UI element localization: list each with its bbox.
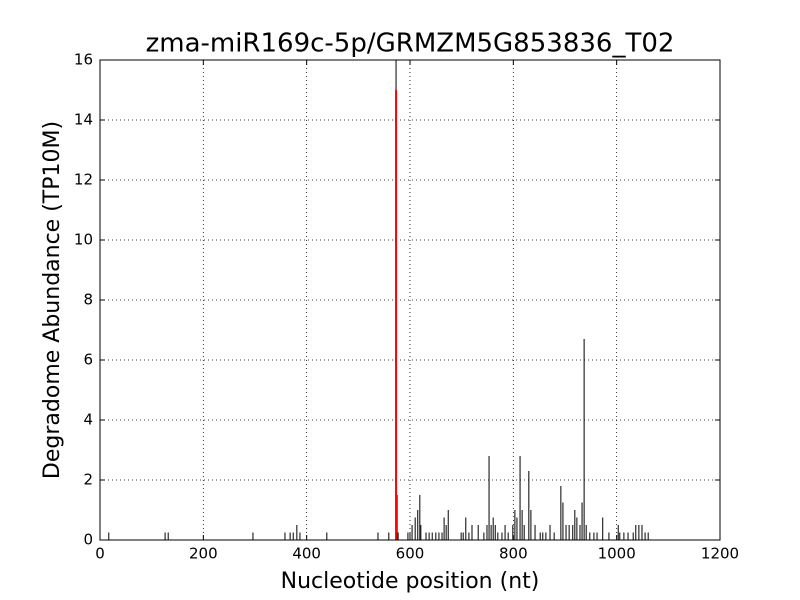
y-tick-label: 0: [83, 531, 93, 549]
x-tick-label: 600: [396, 545, 425, 563]
y-tick-label: 16: [74, 51, 93, 69]
x-tick-label: 0: [95, 545, 105, 563]
x-tick-label: 1200: [701, 545, 739, 563]
y-tick-label: 12: [74, 171, 93, 189]
chart-title: zma-miR169c-5p/GRMZM5G853836_T02: [146, 29, 675, 59]
y-tick-label: 10: [74, 231, 93, 249]
x-axis-label: Nucleotide position (nt): [281, 569, 540, 594]
y-tick-label: 2: [83, 471, 93, 489]
x-tick-label: 800: [499, 545, 528, 563]
y-axis-label: Degradome Abundance (TP10M): [40, 121, 65, 479]
x-tick-label: 1000: [598, 545, 636, 563]
plot-frame: [99, 59, 721, 541]
y-tick-label: 6: [83, 351, 93, 369]
y-tick-label: 8: [83, 291, 93, 309]
x-tick-label: 400: [292, 545, 321, 563]
y-tick-label: 14: [74, 111, 93, 129]
y-tick-label: 4: [83, 411, 93, 429]
x-tick-label: 200: [189, 545, 218, 563]
